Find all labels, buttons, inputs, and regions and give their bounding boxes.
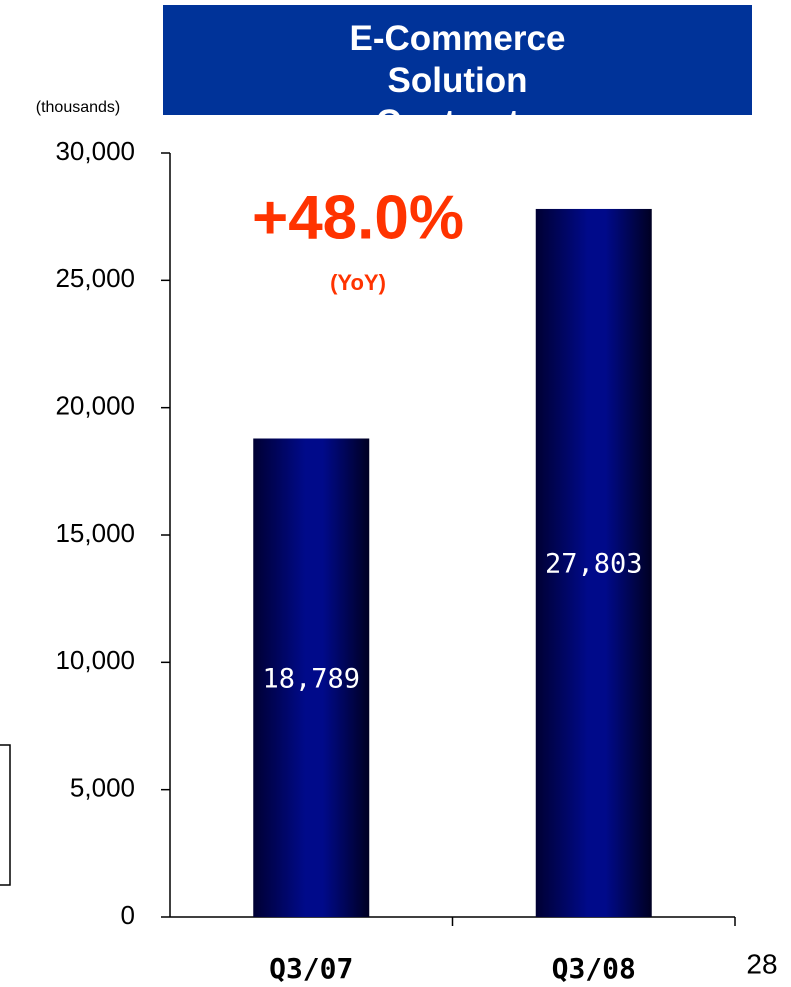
y-tick-label: 30,000 (55, 136, 135, 166)
y-axis-label: (thousands) (36, 99, 121, 116)
chart-title: E-Commerce Solution Contracts (163, 5, 752, 142)
page-number: 28 (746, 948, 777, 979)
annotation: +48.0% (252, 183, 464, 252)
annotation: (YoY) (330, 270, 386, 295)
x-tick-label: Q3/08 (552, 952, 636, 985)
data-label: 18,789 (262, 664, 360, 695)
data-label: 27,803 (545, 549, 643, 580)
y-tick-label: 0 (121, 900, 135, 930)
y-tick-label: 20,000 (55, 391, 135, 421)
y-tick-label: 5,000 (70, 773, 135, 803)
bar (535, 208, 652, 918)
y-tick-label: 25,000 (55, 263, 135, 293)
x-tick-label: Q3/07 (269, 952, 353, 985)
y-tick-label: 10,000 (55, 645, 135, 675)
side-frame (0, 744, 11, 886)
y-tick-label: 15,000 (55, 518, 135, 548)
bar (253, 438, 370, 917)
